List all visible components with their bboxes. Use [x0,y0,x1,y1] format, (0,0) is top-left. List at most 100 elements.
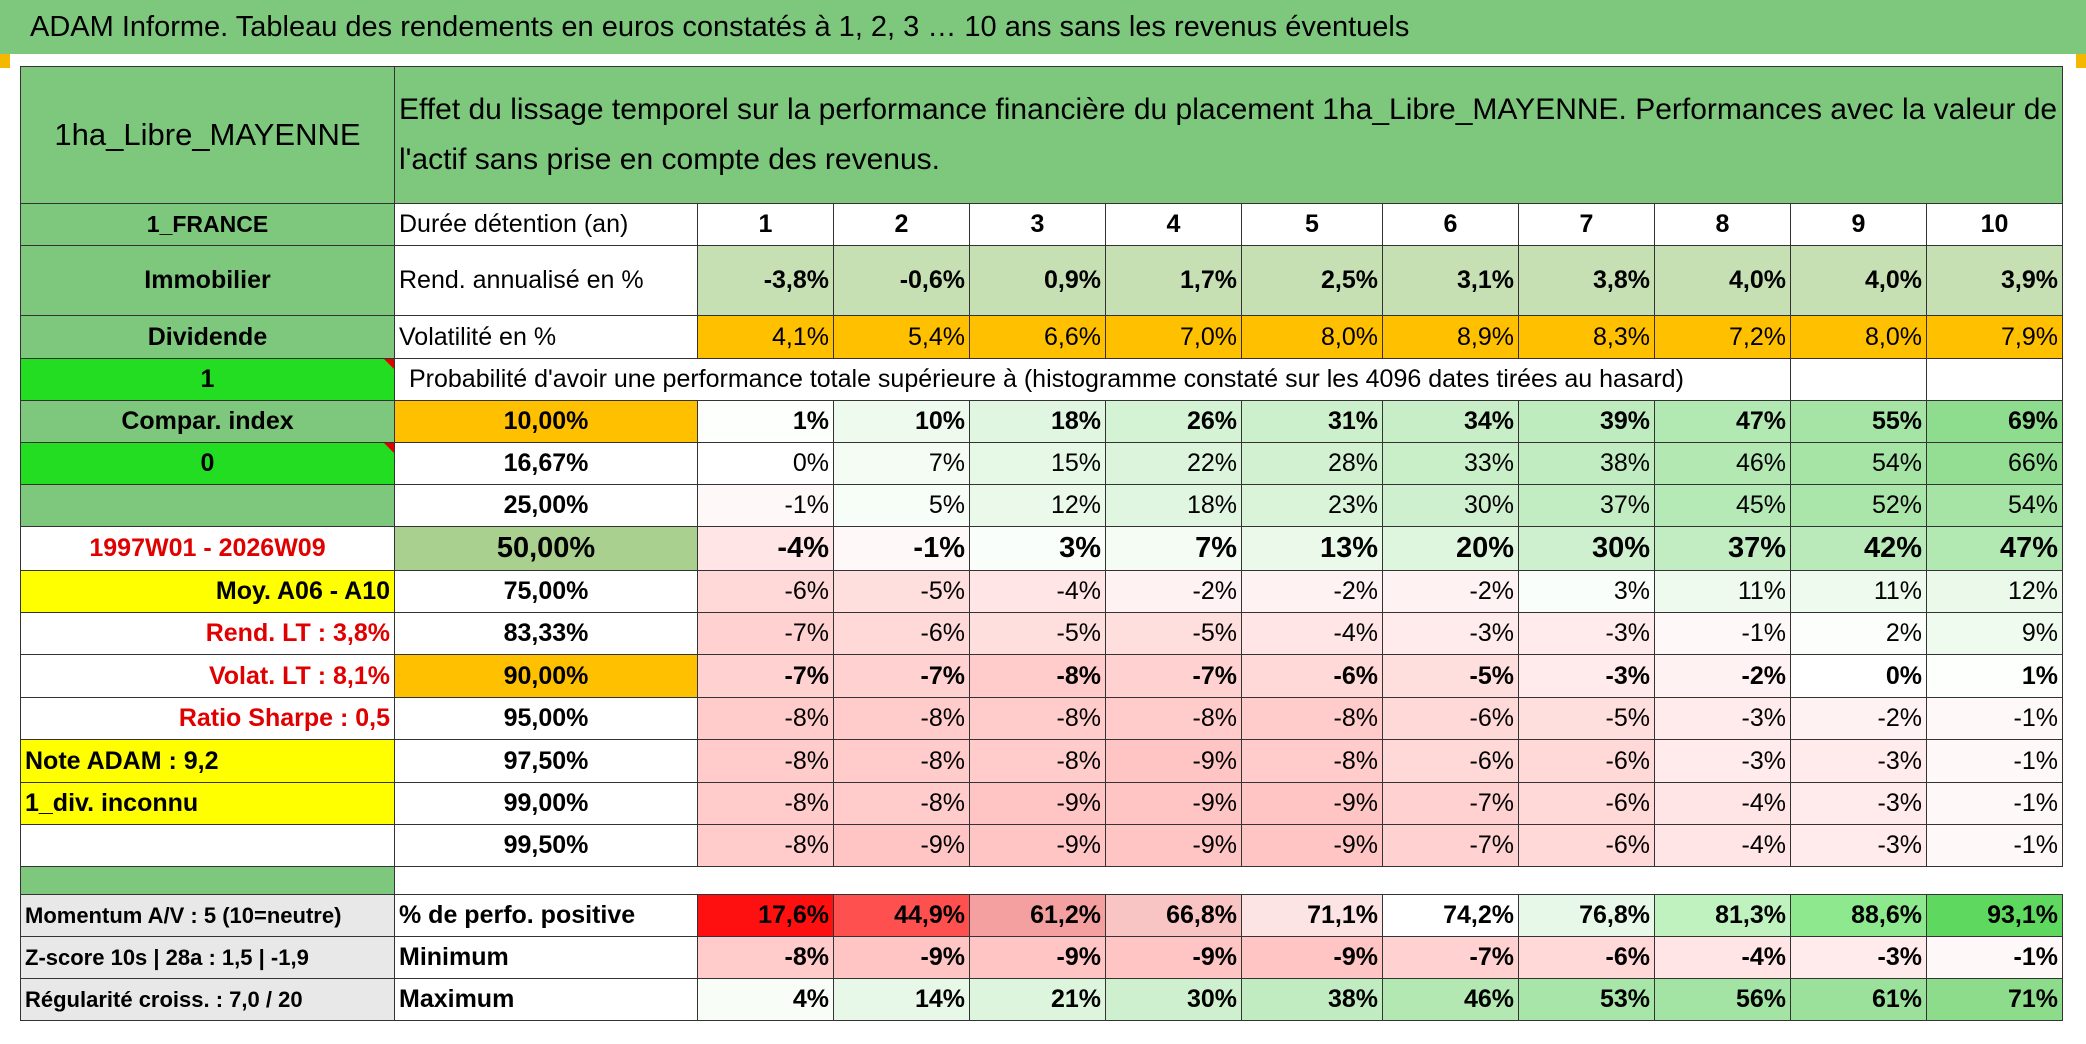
percentile-value: 46% [1654,442,1791,485]
percentile-threshold: 99,00% [394,782,698,825]
max-value: 61% [1790,978,1927,1021]
percentile-value: -9% [1105,824,1242,867]
percentile-value: -8% [697,697,834,740]
rend-value: 2,5% [1241,245,1383,316]
rend-label: Rend. annualisé en % [394,245,698,316]
description: Effet du lissage temporel sur la perform… [394,66,2063,204]
percentile-value: 30% [1382,484,1519,527]
percentile-value: -1% [697,484,834,527]
percentile-value: -7% [833,654,970,698]
percentile-value: 47% [1654,400,1791,443]
percentile-value: 23% [1241,484,1383,527]
rend-value: 3,9% [1926,245,2063,316]
percentile-value: -9% [1105,739,1242,783]
percentile-value: 9% [1926,612,2063,655]
volat-lt-label: Volat. LT : 8,1% [20,654,395,698]
percentile-value: -6% [1518,782,1655,825]
percentile-value: 47% [1926,526,2063,571]
positive-value: 66,8% [1105,894,1242,937]
percentile-value: -1% [1926,697,2063,740]
percentile-value: 20% [1382,526,1519,571]
percentile-value: -6% [1518,739,1655,783]
min-value: -4% [1654,936,1791,979]
percentile-threshold: 97,50% [394,739,698,783]
percentile-threshold[interactable]: 90,00% [394,654,698,698]
percentile-value: -6% [1518,824,1655,867]
max-value: 30% [1105,978,1242,1021]
vol-value: 8,3% [1518,315,1655,359]
probability-label: Probabilité d'avoir une performance tota… [394,358,1791,401]
percentile-value: -8% [969,654,1106,698]
vol-value: 7,9% [1926,315,2063,359]
percentile-value: -3% [1382,612,1519,655]
rend-value: 4,0% [1790,245,1927,316]
compar-index-label: Compar. index [20,400,395,443]
percentile-value: -6% [697,570,834,613]
percentile-value: -6% [1241,654,1383,698]
percentile-threshold: 50,00% [394,526,698,571]
percentile-threshold: 95,00% [394,697,698,740]
vol-value: 7,0% [1105,315,1242,359]
percentile-value: 1% [1926,654,2063,698]
max-value: 38% [1241,978,1383,1021]
percentile-value: -8% [833,697,970,740]
percentile-value: -7% [1105,654,1242,698]
percentile-value: 55% [1790,400,1927,443]
year-header: 7 [1518,203,1655,246]
percentile-value: -7% [697,654,834,698]
percentile-value: 15% [969,442,1106,485]
max-value: 56% [1654,978,1791,1021]
percentile-value: -8% [1105,697,1242,740]
percentile-value: 5% [833,484,970,527]
positive-value: 76,8% [1518,894,1655,937]
input-one[interactable]: 1 [20,358,395,401]
percentile-threshold[interactable]: 10,00% [394,400,698,443]
year-header: 5 [1241,203,1383,246]
percentile-value: 7% [833,442,970,485]
percentile-value: -3% [1790,782,1927,825]
positive-value: 44,9% [833,894,970,937]
percentile-value: -7% [1382,782,1519,825]
min-value: -6% [1518,936,1655,979]
year-header: 10 [1926,203,2063,246]
positive-value: 61,2% [969,894,1106,937]
rend-value: 4,0% [1654,245,1791,316]
input-zero[interactable]: 0 [20,442,395,485]
percentile-value: 54% [1926,484,2063,527]
percentile-value: 18% [969,400,1106,443]
percentile-value: -8% [969,697,1106,740]
percentile-value: -9% [969,782,1106,825]
vol-value: 6,6% [969,315,1106,359]
min-value: -9% [1105,936,1242,979]
percentile-value: -4% [1241,612,1383,655]
duration-label: Durée détention (an) [394,203,698,246]
percentile-value: -1% [1654,612,1791,655]
min_row-label: Minimum [394,936,698,979]
percentile-value: -9% [969,824,1106,867]
percentile-value: -2% [1105,570,1242,613]
positive_row-label: % de perfo. positive [394,894,698,937]
percentile-value: -9% [1105,782,1242,825]
percentile-value: -8% [1241,739,1383,783]
year-header: 3 [969,203,1106,246]
percentile-threshold: 83,33% [394,612,698,655]
percentile-value: -8% [833,739,970,783]
percentile-threshold: 75,00% [394,570,698,613]
percentile-value: -4% [697,526,834,571]
empty-cell [1926,358,2063,401]
percentile-value: 54% [1790,442,1927,485]
percentile-value: 7% [1105,526,1242,571]
corner-marker [0,54,10,68]
percentile-value: 34% [1382,400,1519,443]
vol-value: 5,4% [833,315,970,359]
percentile-value: 11% [1654,570,1791,613]
year-header: 2 [833,203,970,246]
moy-label: Moy. A06 - A10 [20,570,395,613]
percentile-value: -3% [1518,654,1655,698]
rend-value: -0,6% [833,245,970,316]
percentile-value: 30% [1518,526,1655,571]
percentile-value: -4% [1654,782,1791,825]
percentile-value: 69% [1926,400,2063,443]
asset-name: 1ha_Libre_MAYENNE [20,66,395,204]
vol-value: 8,9% [1382,315,1519,359]
